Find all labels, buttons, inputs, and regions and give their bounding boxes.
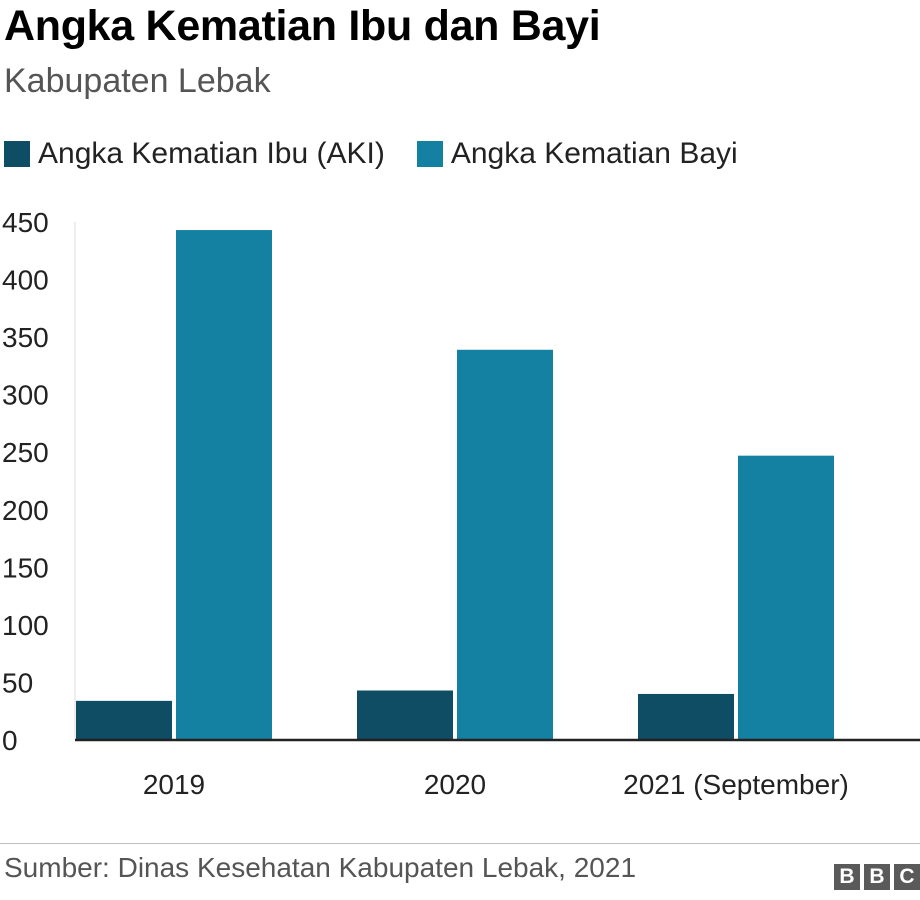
bbc-logo-block: B bbox=[834, 864, 860, 890]
y-tick-label: 300 bbox=[2, 380, 49, 411]
y-tick-label: 0 bbox=[2, 725, 18, 756]
y-tick-label: 150 bbox=[2, 552, 49, 583]
legend-label-aki: Angka Kematian Ibu (AKI) bbox=[38, 137, 385, 170]
bar bbox=[357, 690, 453, 740]
chart-subtitle: Kabupaten Lebak bbox=[4, 62, 271, 100]
x-tick-label: 2020 bbox=[424, 769, 486, 800]
bar-chart: 0 50 100 150 200 250 300 350 400 450 2019 2020 2021 … bbox=[2, 207, 920, 800]
footer-divider bbox=[0, 843, 920, 844]
y-tick-label: 200 bbox=[2, 495, 49, 526]
bbc-logo-block: C bbox=[894, 864, 920, 890]
bar bbox=[457, 349, 553, 740]
legend: Angka Kematian Ibu (AKI) Angka Kematian … bbox=[4, 137, 770, 171]
chart-title: Angka Kematian Ibu dan Bayi bbox=[4, 2, 601, 50]
y-tick-label: 100 bbox=[2, 610, 49, 641]
x-tick-label: 2021 (September) bbox=[623, 769, 849, 800]
legend-item-bayi: Angka Kematian Bayi bbox=[416, 137, 738, 171]
y-tick-label: 350 bbox=[2, 322, 49, 353]
y-tick-label: 250 bbox=[2, 437, 49, 468]
y-tick-label: 50 bbox=[2, 667, 33, 698]
bar bbox=[638, 693, 734, 740]
legend-label-bayi: Angka Kematian Bayi bbox=[450, 137, 738, 170]
legend-swatch-aki bbox=[4, 141, 30, 167]
bar bbox=[76, 700, 172, 740]
legend-item-aki: Angka Kematian Ibu (AKI) bbox=[4, 137, 385, 171]
legend-swatch-bayi bbox=[416, 141, 443, 167]
source-note: Sumber: Dinas Kesehatan Kabupaten Lebak,… bbox=[4, 852, 637, 883]
x-tick-label: 2019 bbox=[143, 769, 205, 800]
y-tick-label: 400 bbox=[2, 265, 49, 296]
y-tick-label: 450 bbox=[2, 207, 49, 238]
bar bbox=[176, 230, 272, 740]
bbc-logo: B B C bbox=[830, 864, 920, 890]
bbc-logo-block: B bbox=[864, 864, 890, 890]
bar bbox=[738, 455, 834, 740]
